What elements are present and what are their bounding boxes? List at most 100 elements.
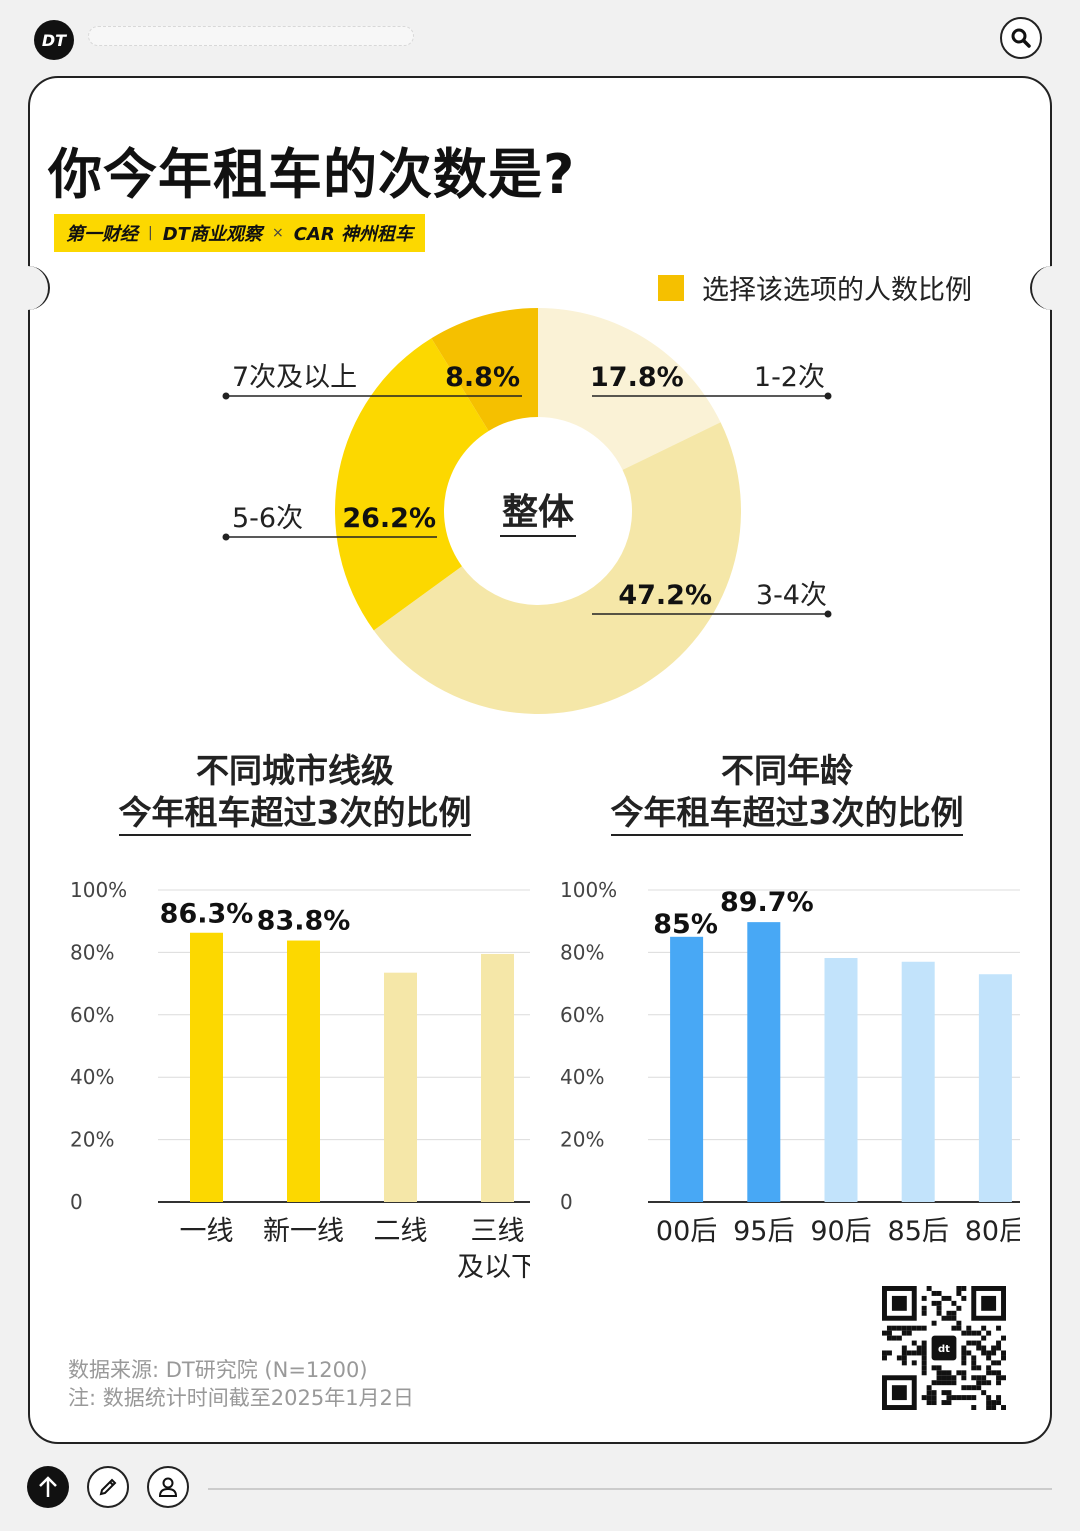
qr-module (921, 1350, 927, 1356)
dt-logo-icon[interactable]: DT (34, 20, 74, 60)
qr-module (966, 1330, 972, 1336)
qr-module (901, 1350, 907, 1356)
qr-module (931, 1320, 937, 1326)
qr-module (931, 1380, 937, 1386)
y-tick-label: 40% (70, 1065, 114, 1089)
source-note: 数据来源: DT研究院 (N=1200) 注: 数据统计时间截至2025年1月2… (68, 1356, 414, 1412)
qr-code[interactable]: dt (882, 1286, 1006, 1410)
y-tick-label: 0 (70, 1190, 83, 1214)
qr-module (956, 1320, 962, 1326)
y-tick-label: 80% (560, 940, 604, 964)
scroll-top-button[interactable] (27, 1466, 69, 1508)
qr-module (976, 1330, 982, 1336)
qr-module (931, 1390, 937, 1396)
qr-module (882, 1350, 887, 1356)
donut-slice-2 (334, 338, 489, 631)
qr-module (976, 1380, 982, 1386)
qr-module (946, 1380, 952, 1386)
y-tick-label: 100% (70, 878, 127, 902)
qr-module (916, 1350, 922, 1356)
brand-divider: | (148, 225, 153, 241)
qr-module (951, 1380, 957, 1386)
donut-slice-0 (538, 308, 721, 470)
user-icon (158, 1477, 178, 1497)
qr-module (911, 1325, 917, 1331)
qr-module (951, 1395, 957, 1401)
address-bar[interactable] (88, 26, 414, 46)
edit-button[interactable] (87, 1466, 129, 1508)
qr-module (981, 1375, 987, 1381)
qr-module (921, 1325, 927, 1331)
qr-module (946, 1400, 952, 1406)
qr-module (951, 1310, 957, 1316)
slice-label-0: 1-2次 (754, 362, 825, 393)
qr-module (986, 1350, 992, 1356)
qr-module (921, 1395, 927, 1401)
slice-value-2: 26.2% (342, 503, 436, 534)
x-category-label-4: 80后 (965, 1216, 1020, 1247)
qr-module (921, 1340, 927, 1346)
bar-value-label-1: 89.7% (720, 887, 814, 918)
qr-module (901, 1355, 907, 1361)
qr-module (926, 1400, 932, 1406)
slice-value-1: 47.2% (618, 580, 712, 611)
qr-module (946, 1310, 952, 1316)
qr-module (906, 1330, 912, 1336)
qr-module (896, 1325, 902, 1331)
qr-module (981, 1380, 987, 1386)
brand-car: CAR 神州租车 (293, 224, 413, 245)
qr-module (931, 1290, 937, 1296)
top-bar: DT (0, 0, 1080, 76)
bar-1 (287, 940, 320, 1202)
qr-module (976, 1385, 982, 1391)
x-category-label-3: 85后 (888, 1216, 949, 1247)
qr-module (886, 1335, 892, 1341)
qr-module (921, 1355, 927, 1361)
qr-module (882, 1330, 887, 1336)
qr-module (976, 1375, 982, 1381)
qr-finder-core (891, 1385, 907, 1401)
profile-button[interactable] (147, 1466, 189, 1508)
age-chart-title-line1: 不同年龄 (721, 751, 853, 790)
qr-module (906, 1325, 912, 1331)
qr-module (891, 1335, 897, 1341)
qr-module (966, 1350, 972, 1356)
qr-module (926, 1385, 932, 1391)
source-line: 数据来源: DT研究院 (N=1200) (68, 1358, 368, 1382)
qr-module (896, 1335, 902, 1341)
brand-strip: 第一财经 | DT商业观察 × CAR 神州租车 (54, 214, 425, 252)
qr-module (981, 1335, 987, 1341)
qr-module (961, 1375, 967, 1381)
qr-module (956, 1370, 962, 1376)
bar-1 (747, 922, 781, 1202)
qr-module (996, 1395, 1002, 1401)
qr-module (996, 1360, 1002, 1366)
pencil-icon (99, 1478, 117, 1496)
qr-module (1001, 1355, 1006, 1361)
qr-module (916, 1325, 922, 1331)
qr-module (951, 1325, 957, 1331)
qr-module (971, 1365, 977, 1371)
search-button[interactable] (1000, 17, 1042, 59)
qr-module (991, 1345, 997, 1351)
y-tick-label: 40% (560, 1065, 604, 1089)
legend-swatch (658, 274, 684, 301)
donut-slice-3 (431, 308, 538, 432)
qr-module (901, 1345, 907, 1351)
y-tick-label: 100% (560, 878, 617, 902)
qr-module (926, 1286, 932, 1291)
qr-module (971, 1395, 977, 1401)
qr-module (1001, 1375, 1006, 1381)
donut-slice-1 (373, 422, 742, 715)
bar-0 (190, 932, 223, 1202)
qr-module (921, 1295, 927, 1301)
arrow-up-icon (39, 1476, 57, 1497)
bar-0 (670, 936, 704, 1202)
x-category-label-0: 00后 (656, 1216, 717, 1247)
qr-module (966, 1340, 972, 1346)
brand-yicai: 第一财经 (66, 224, 138, 245)
search-icon (1011, 28, 1031, 48)
qr-module (911, 1350, 917, 1356)
qr-module (986, 1330, 992, 1336)
